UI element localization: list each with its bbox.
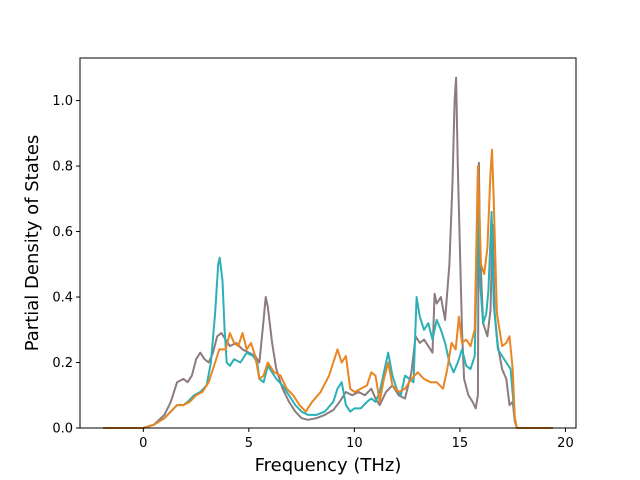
- series-line-2: [103, 174, 553, 429]
- x-tick-label: 5: [245, 436, 253, 451]
- y-axis-label: Partial Density of States: [22, 135, 43, 352]
- series-line-1: [103, 76, 553, 429]
- x-tick-label: 20: [557, 436, 574, 451]
- y-tick-label: 0.6: [52, 225, 73, 240]
- y-tick-label: 0.2: [52, 356, 73, 371]
- series-layer: [103, 76, 553, 429]
- y-tick-label: 1.0: [52, 94, 73, 109]
- x-tick-label: 10: [346, 436, 363, 451]
- y-tick-label: 0.0: [52, 422, 73, 437]
- series-line-3: [103, 148, 553, 429]
- x-tick-label: 0: [139, 436, 147, 451]
- y-tick-label: 0.4: [52, 291, 73, 306]
- plot-frame: [79, 57, 577, 429]
- tick-layer: 0 5 10 15 20 0.0 0.2 0.4 0.6 0.8 1.0: [52, 94, 573, 451]
- x-tick-label: 15: [452, 436, 469, 451]
- y-tick-label: 0.8: [52, 160, 73, 175]
- x-axis-label: Frequency (THz): [255, 455, 402, 476]
